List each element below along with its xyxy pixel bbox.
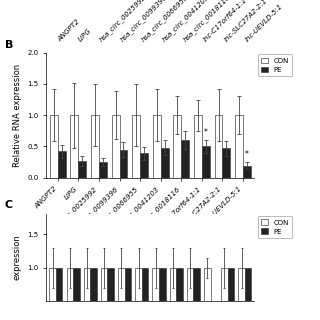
Bar <box>132 115 140 178</box>
Bar <box>58 151 66 178</box>
Bar <box>204 268 211 320</box>
Text: hsa_circ_0099396: hsa_circ_0099396 <box>119 0 169 43</box>
Bar <box>108 268 114 320</box>
Bar <box>84 268 90 320</box>
Bar <box>99 162 107 178</box>
Bar <box>194 115 202 178</box>
Bar <box>215 115 222 178</box>
Bar <box>152 268 159 320</box>
Bar <box>140 153 148 178</box>
Bar <box>193 268 200 320</box>
Bar <box>153 115 161 178</box>
Bar <box>173 115 181 178</box>
Text: ANGPT2: ANGPT2 <box>57 19 81 43</box>
Bar <box>228 268 234 320</box>
Legend: CON, PE: CON, PE <box>258 54 292 76</box>
Bar <box>243 166 251 178</box>
Text: LIPG: LIPG <box>77 28 93 43</box>
Text: lnc-SLC27A2-2:1: lnc-SLC27A2-2:1 <box>223 0 268 43</box>
Text: lnc-C17orf64-1:1: lnc-C17orf64-1:1 <box>202 0 249 43</box>
Bar <box>78 161 86 178</box>
Bar <box>142 268 148 320</box>
Bar <box>67 268 73 320</box>
Y-axis label: expression: expression <box>13 235 22 280</box>
Bar <box>238 268 245 320</box>
Bar <box>221 268 228 320</box>
Bar <box>124 268 131 320</box>
Bar <box>112 115 119 178</box>
Bar <box>56 268 62 320</box>
Bar <box>90 268 97 320</box>
Text: hsa_circ_0025992: hsa_circ_0025992 <box>99 0 148 43</box>
Text: lnc-UEVLD-5:1: lnc-UEVLD-5:1 <box>244 4 284 43</box>
Text: *: * <box>204 128 208 137</box>
Bar <box>202 147 210 178</box>
Bar <box>49 268 56 320</box>
Bar <box>135 268 142 320</box>
Bar <box>159 268 165 320</box>
Legend: CON, PE: CON, PE <box>258 216 292 238</box>
Bar <box>50 115 58 178</box>
Bar <box>73 268 80 320</box>
Text: C: C <box>5 200 13 210</box>
Bar <box>70 115 78 178</box>
Text: hsa_circ_0066955: hsa_circ_0066955 <box>140 0 190 43</box>
Bar <box>176 268 183 320</box>
Bar <box>245 268 252 320</box>
Bar <box>222 148 230 178</box>
Text: hsa_circ_0018116: hsa_circ_0018116 <box>182 0 231 43</box>
Bar <box>91 115 99 178</box>
Bar <box>101 268 108 320</box>
Bar <box>170 268 176 320</box>
Bar <box>161 148 169 178</box>
Bar <box>181 140 189 178</box>
Bar <box>119 149 127 178</box>
Y-axis label: Relative RNA expression: Relative RNA expression <box>13 64 22 167</box>
Text: B: B <box>5 40 13 50</box>
Bar <box>187 268 193 320</box>
Text: *: * <box>245 150 249 159</box>
Bar <box>235 115 243 178</box>
Text: hsa_circ_0041203: hsa_circ_0041203 <box>161 0 211 43</box>
Bar <box>118 268 124 320</box>
